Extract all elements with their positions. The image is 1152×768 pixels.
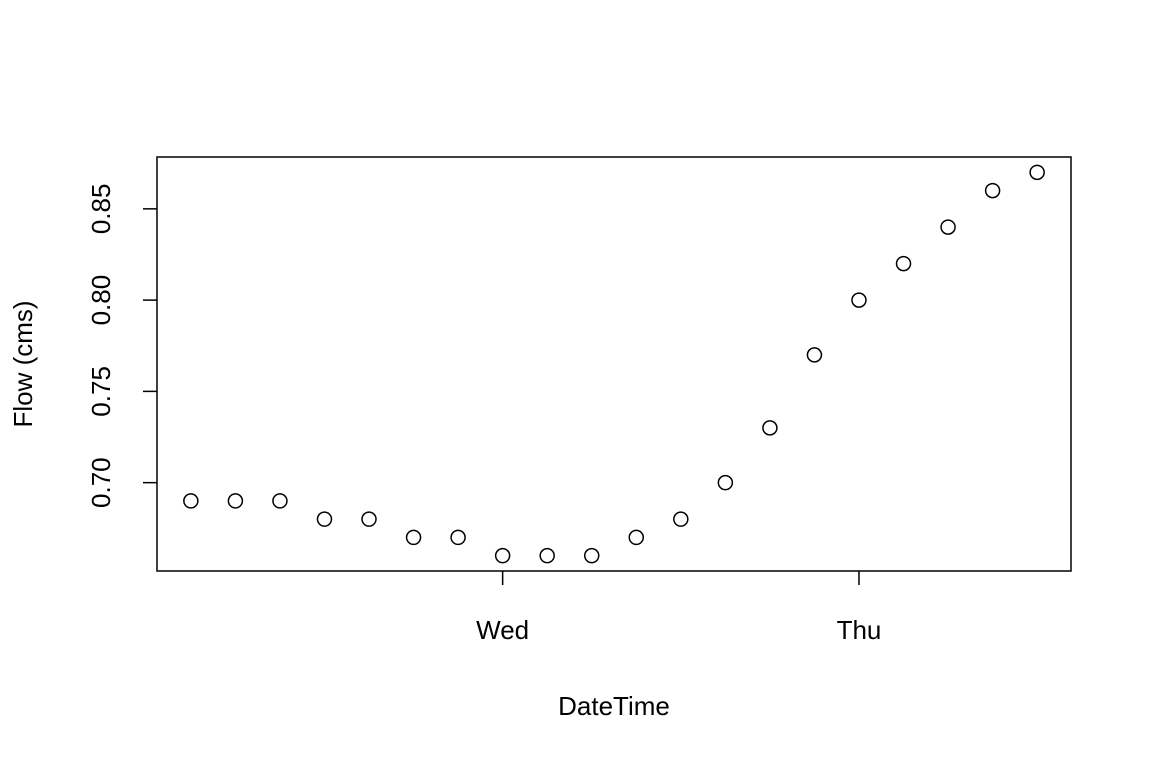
point: [984, 182, 1001, 199]
point: [673, 511, 689, 527]
x-tick-label: Thu: [837, 615, 882, 645]
point: [183, 493, 199, 509]
point: [762, 420, 778, 436]
point: [806, 347, 823, 363]
y-axis-label: Flow (cms): [8, 300, 38, 427]
point: [717, 474, 734, 491]
plot-frame: [156, 156, 1072, 572]
y-tick-label: 0.75: [86, 366, 116, 417]
point: [361, 511, 377, 527]
x-tick-label: Wed: [476, 615, 529, 645]
point: [405, 529, 422, 546]
y-tick-label: 0.80: [86, 275, 116, 326]
y-tick-label: 0.85: [86, 184, 116, 235]
point: [272, 493, 288, 509]
point: [851, 292, 867, 308]
point: [450, 529, 466, 546]
x-axis-label: DateTime: [558, 691, 670, 721]
point: [628, 529, 645, 546]
y-tick-label: 0.70: [86, 457, 116, 508]
point: [227, 493, 244, 509]
point: [895, 255, 912, 272]
point: [940, 219, 956, 235]
point: [1029, 164, 1045, 181]
point: [316, 511, 333, 527]
point: [539, 547, 555, 564]
point: [583, 547, 600, 564]
point: [494, 547, 511, 564]
